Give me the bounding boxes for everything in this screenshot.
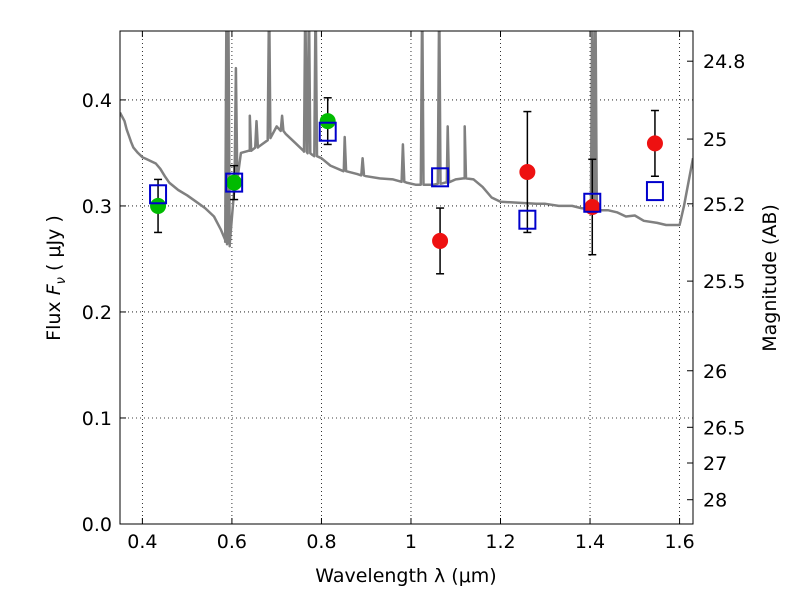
y-axis-title: Flux Fν ( μJy ) xyxy=(43,215,69,341)
mag-tick-label: 25 xyxy=(703,129,727,151)
y-tick-label: 0.1 xyxy=(82,408,112,430)
flux-point xyxy=(226,174,243,191)
y-axis-title-subscript: ν xyxy=(54,277,69,284)
x-tick-label: 1.2 xyxy=(485,531,515,553)
mag-tick-label: 26 xyxy=(703,361,727,383)
x-tick-label: 0.6 xyxy=(217,531,247,553)
y-tick-label: 0.0 xyxy=(82,514,112,536)
photometry-points-layer xyxy=(149,97,664,275)
mag-tick-label: 28 xyxy=(703,490,727,512)
flux-point xyxy=(646,135,663,152)
model-flux-square xyxy=(645,181,664,202)
x-tick-label: 1 xyxy=(405,531,417,553)
y-tick-label: 0.3 xyxy=(82,196,112,218)
model-spectrum-layer xyxy=(120,31,693,248)
right-axis-title: Magnitude (AB) xyxy=(759,204,781,352)
mag-tick-label: 26.5 xyxy=(703,417,745,439)
x-tick-label: 1.6 xyxy=(664,531,694,553)
y-tick-label: 0.4 xyxy=(82,90,112,112)
x-axis-title: Wavelength λ (μm) xyxy=(315,565,496,587)
model-flux-square xyxy=(583,192,602,213)
y-axis-title-prefix: Flux xyxy=(43,295,65,341)
model-flux-square xyxy=(431,167,450,188)
flux-point xyxy=(519,164,536,181)
plot-frame xyxy=(119,30,694,525)
model-flux-square xyxy=(225,172,244,193)
grid-lines xyxy=(120,31,693,525)
flux-point xyxy=(432,232,449,249)
model-spectrum-line xyxy=(120,31,693,248)
x-tick-label: 1.4 xyxy=(575,531,605,553)
axis-ticks: 0.4 0.6 0.8 1 1.2 1.4 1.6 0.0 0.1 0.2 0.3 0.4 24.8 25… xyxy=(82,31,745,553)
mag-tick-label: 27 xyxy=(703,453,727,475)
flux-point xyxy=(150,197,167,214)
mag-tick-label: 25.2 xyxy=(703,194,745,216)
model-flux-square xyxy=(318,121,337,142)
model-flux-square xyxy=(518,209,537,230)
x-tick-label: 0.4 xyxy=(127,531,157,553)
mag-tick-label: 24.8 xyxy=(703,51,745,73)
x-tick-label: 0.8 xyxy=(306,531,336,553)
y-tick-label: 0.2 xyxy=(82,302,112,324)
y-axis-title-suffix: ( μJy ) xyxy=(43,215,65,277)
flux-point xyxy=(319,113,336,130)
mag-tick-label: 25.5 xyxy=(703,271,745,293)
y-axis-title-symbol: F xyxy=(43,283,65,295)
model-flux-square xyxy=(149,184,168,205)
